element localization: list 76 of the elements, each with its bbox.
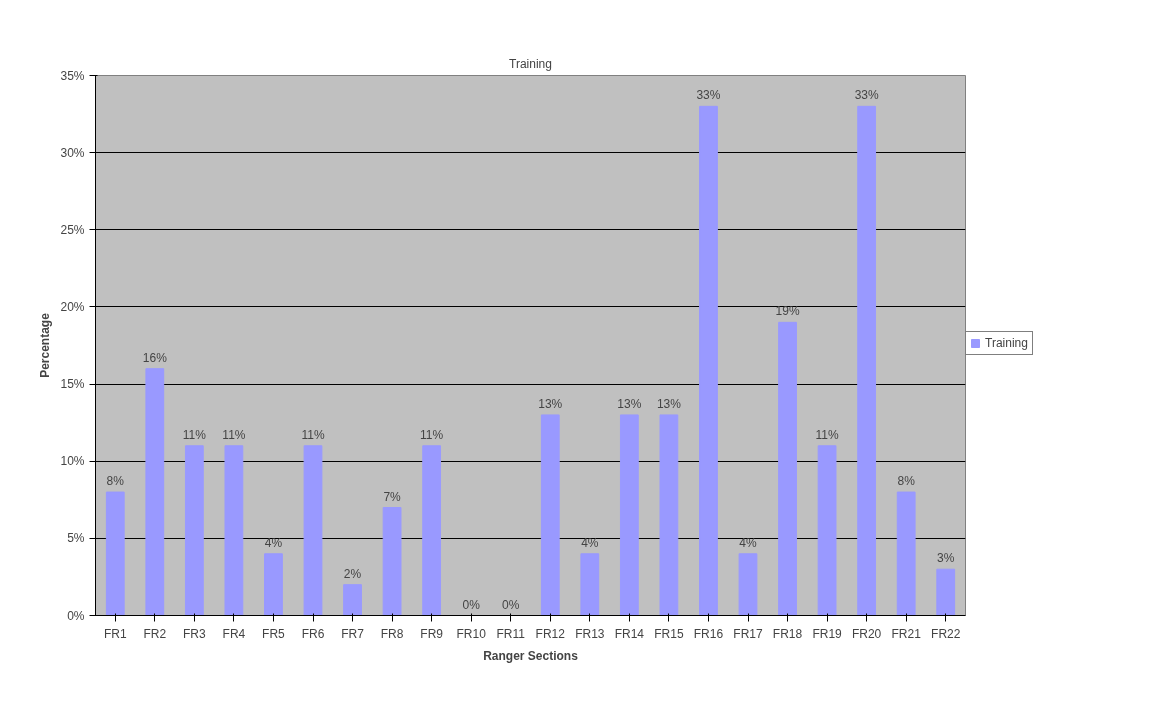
data-label: 8% bbox=[106, 474, 125, 489]
bar bbox=[896, 491, 916, 616]
bar bbox=[857, 105, 877, 616]
x-tick-label: FR9 bbox=[420, 626, 444, 641]
y-tick-label: 10% bbox=[60, 454, 85, 469]
x-tick-label: FR21 bbox=[891, 626, 922, 641]
x-tick-label: FR10 bbox=[456, 626, 487, 641]
x-tick-label: FR3 bbox=[183, 626, 207, 641]
bar bbox=[303, 445, 323, 616]
data-label: 11% bbox=[420, 427, 444, 442]
y-tick-label: 25% bbox=[60, 222, 85, 237]
y-tick-label: 5% bbox=[67, 531, 85, 546]
bar bbox=[619, 414, 639, 616]
x-tick-label: FR20 bbox=[851, 626, 882, 641]
x-tick-label: FR18 bbox=[772, 626, 803, 641]
bar bbox=[343, 584, 362, 616]
data-label: 19% bbox=[775, 304, 800, 319]
legend-label: Training bbox=[985, 336, 1028, 350]
data-label: 16% bbox=[142, 350, 168, 365]
data-label: 11% bbox=[815, 427, 839, 442]
data-label: 0% bbox=[502, 597, 520, 612]
bar bbox=[422, 445, 442, 616]
y-tick-label: 15% bbox=[60, 377, 85, 392]
y-axis-title: Percentage bbox=[38, 312, 53, 378]
data-label: 13% bbox=[656, 396, 682, 411]
x-tick-label: FR13 bbox=[575, 626, 605, 641]
x-tick-label: FR19 bbox=[812, 626, 843, 641]
x-tick-label: FR15 bbox=[654, 626, 684, 641]
x-tick-label: FR4 bbox=[222, 626, 246, 641]
data-label: 33% bbox=[696, 88, 721, 103]
x-tick-label: FR17 bbox=[733, 626, 763, 641]
x-tick-label: FR12 bbox=[535, 626, 566, 641]
chart-title: Training bbox=[509, 56, 552, 71]
data-label: 11% bbox=[222, 427, 246, 442]
bar bbox=[936, 568, 956, 616]
y-tick-label: 35% bbox=[60, 68, 85, 83]
bar bbox=[105, 491, 125, 616]
bar bbox=[778, 321, 797, 616]
x-tick-label: FR16 bbox=[693, 626, 724, 641]
x-tick-label: FR22 bbox=[931, 626, 961, 641]
bar bbox=[184, 445, 204, 616]
x-tick-label: FR7 bbox=[341, 626, 365, 641]
data-label: 2% bbox=[343, 566, 362, 581]
bar bbox=[738, 553, 758, 616]
x-tick-label: FR11 bbox=[496, 626, 526, 641]
data-label: 8% bbox=[897, 474, 916, 489]
data-label: 13% bbox=[538, 396, 563, 411]
bar bbox=[264, 553, 283, 616]
bar bbox=[699, 105, 718, 616]
bar bbox=[659, 414, 679, 616]
bar bbox=[224, 445, 244, 616]
y-tick-label: 30% bbox=[60, 145, 85, 160]
data-label: 11% bbox=[301, 427, 325, 442]
data-label: 4% bbox=[739, 535, 757, 550]
x-tick-label: FR1 bbox=[103, 626, 127, 641]
data-label: 3% bbox=[937, 551, 955, 566]
data-label: 0% bbox=[462, 597, 481, 612]
bar bbox=[145, 368, 165, 616]
bar bbox=[817, 445, 837, 616]
x-tick-label: FR14 bbox=[614, 626, 645, 641]
y-tick-label: 0% bbox=[67, 608, 85, 623]
x-tick-label: FR6 bbox=[301, 626, 325, 641]
data-label: 13% bbox=[617, 396, 642, 411]
x-tick-label: FR2 bbox=[143, 626, 167, 641]
x-tick-label: FR8 bbox=[380, 626, 404, 641]
data-label: 4% bbox=[581, 535, 599, 550]
bar bbox=[580, 553, 600, 616]
bar bbox=[382, 507, 402, 616]
bar bbox=[540, 414, 560, 616]
data-label: 33% bbox=[854, 88, 879, 103]
y-tick-label: 20% bbox=[60, 299, 85, 314]
data-label: 4% bbox=[264, 535, 283, 550]
data-label: 11% bbox=[182, 427, 207, 442]
x-axis-title: Ranger Sections bbox=[483, 648, 579, 663]
x-tick-label: FR5 bbox=[262, 626, 286, 641]
data-label: 7% bbox=[383, 489, 402, 504]
